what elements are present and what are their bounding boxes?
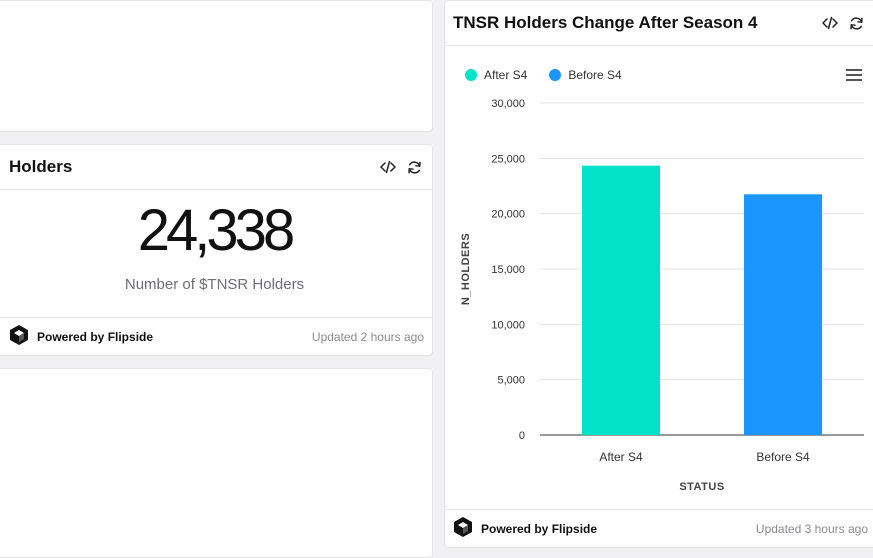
hamburger-menu-icon[interactable] (846, 69, 862, 83)
holders-value: 24,338 (137, 198, 295, 263)
y-tick-label: 10,000 (491, 319, 525, 331)
chart-header-icons (822, 15, 864, 31)
code-icon[interactable] (822, 15, 838, 31)
updated-time: Updated 3 hours ago (755, 521, 868, 536)
powered-by-link[interactable]: Powered by Flipside (9, 324, 153, 349)
refresh-icon[interactable] (406, 159, 422, 175)
y-tick-label: 30,000 (491, 98, 525, 110)
y-tick-label: 15,000 (491, 264, 525, 276)
code-icon[interactable] (380, 159, 396, 175)
flipside-logo-icon (9, 324, 29, 349)
holders-card-header: Holders (0, 145, 432, 190)
bar-chart: 0 5,000 10,000 15,000 20,000 25,000 30,000 Afte… (460, 98, 864, 493)
legend-label-before: Before S4 (568, 68, 622, 82)
legend-label-after: After S4 (484, 68, 528, 82)
chart-card: TNSR Holders Change After Season 4 After… (444, 0, 873, 548)
updated-time: Updated 2 hours ago (311, 329, 424, 344)
y-tick-label: 25,000 (491, 153, 525, 165)
chart-legend: After S4 Before S4 (465, 68, 622, 82)
y-axis-title: N_HOLDERS (460, 233, 472, 305)
y-tick-label: 20,000 (491, 209, 525, 221)
chart-footer: Powered by Flipside Updated 3 hours ago (445, 509, 873, 547)
holders-subtitle: Number of $TNSR Holders (124, 276, 305, 293)
bar-after-s4 (582, 165, 660, 435)
flipside-logo-icon (453, 516, 473, 541)
y-tick-label: 0 (519, 430, 525, 442)
holders-footer: Powered by Flipside Updated 2 hours ago (0, 317, 432, 355)
holders-card: Holders 24,338 Number of $TNSR Holders P… (0, 144, 433, 356)
y-tick-label: 5,000 (497, 375, 525, 387)
holders-title: Holders (9, 157, 73, 176)
x-tick-label: After S4 (599, 450, 643, 464)
chart-title: TNSR Holders Change After Season 4 (453, 13, 758, 32)
bottom-left-card (0, 368, 433, 558)
legend-item-after[interactable]: After S4 (465, 68, 527, 82)
legend-dot-before (549, 69, 562, 81)
refresh-icon[interactable] (848, 15, 864, 31)
x-axis-title: STATUS (679, 481, 724, 493)
powered-by-text: Powered by Flipside (37, 329, 154, 344)
legend-item-before[interactable]: Before S4 (549, 68, 622, 82)
chart-card-header: TNSR Holders Change After Season 4 (445, 1, 873, 46)
top-left-card (0, 0, 433, 132)
legend-dot-after (465, 69, 477, 81)
holders-header-icons (380, 159, 422, 175)
powered-by-text: Powered by Flipside (481, 521, 598, 536)
bar-before-s4 (744, 194, 822, 435)
x-tick-label: Before S4 (756, 450, 810, 464)
powered-by-link[interactable]: Powered by Flipside (453, 516, 597, 541)
